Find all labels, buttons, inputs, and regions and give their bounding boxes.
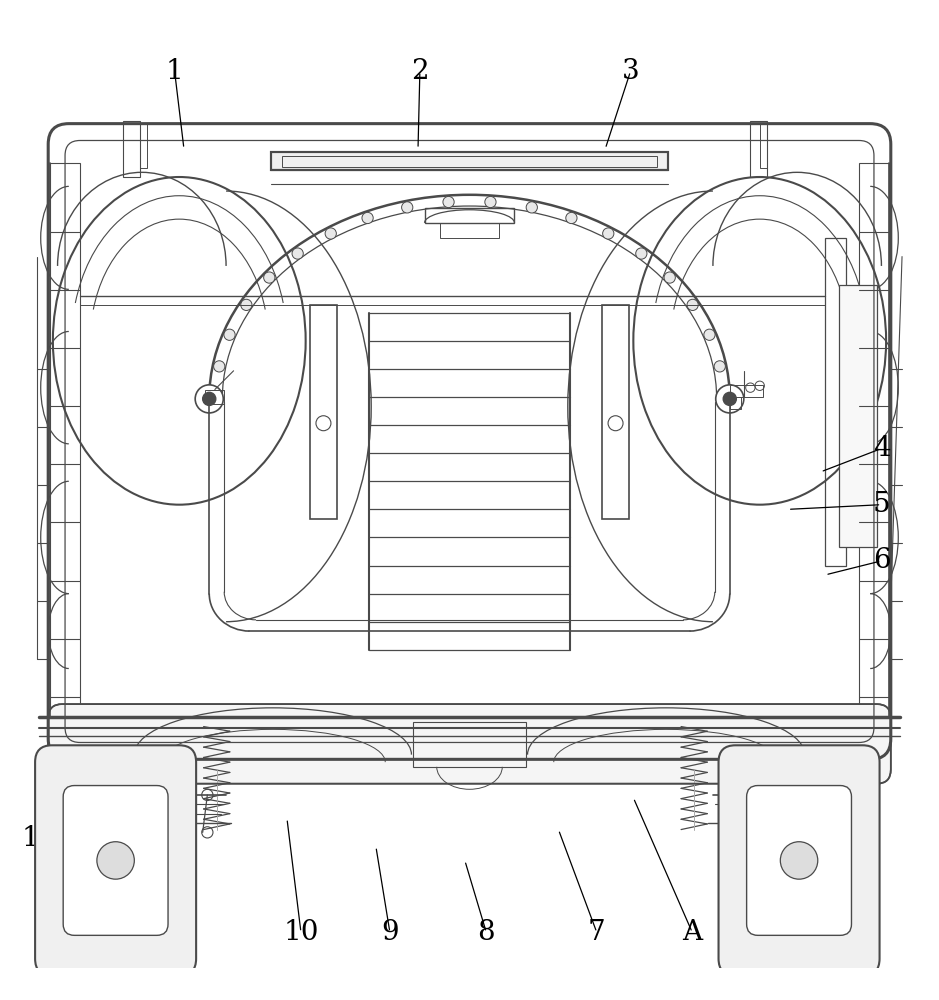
Text: 5: 5 xyxy=(872,491,890,518)
Circle shape xyxy=(566,212,577,224)
Circle shape xyxy=(726,827,737,838)
Text: 7: 7 xyxy=(588,919,606,946)
FancyBboxPatch shape xyxy=(718,745,880,976)
Circle shape xyxy=(716,385,744,413)
Circle shape xyxy=(223,329,235,340)
Bar xyxy=(140,123,147,168)
Circle shape xyxy=(182,788,195,801)
Text: 11: 11 xyxy=(21,825,56,852)
Text: 6: 6 xyxy=(872,547,890,574)
Circle shape xyxy=(485,196,496,208)
Circle shape xyxy=(717,393,729,405)
FancyBboxPatch shape xyxy=(63,786,168,935)
Circle shape xyxy=(362,212,373,224)
Circle shape xyxy=(325,228,336,239)
Bar xyxy=(760,123,767,168)
Circle shape xyxy=(603,228,614,239)
Circle shape xyxy=(97,842,134,879)
Circle shape xyxy=(723,392,736,405)
Bar xyxy=(271,152,668,170)
Text: 9: 9 xyxy=(381,919,399,946)
Bar xyxy=(825,238,846,566)
Text: A: A xyxy=(683,919,702,946)
Bar xyxy=(603,305,628,519)
Circle shape xyxy=(202,789,213,801)
Bar xyxy=(206,390,224,404)
Circle shape xyxy=(687,299,699,310)
Circle shape xyxy=(636,248,647,259)
Circle shape xyxy=(214,361,224,372)
FancyBboxPatch shape xyxy=(747,786,852,935)
Bar xyxy=(839,285,877,547)
Bar xyxy=(750,121,767,177)
Circle shape xyxy=(443,196,454,208)
Circle shape xyxy=(664,272,675,283)
Text: 2: 2 xyxy=(411,58,429,85)
Circle shape xyxy=(240,299,252,310)
FancyBboxPatch shape xyxy=(35,745,196,976)
Bar xyxy=(123,121,140,177)
Circle shape xyxy=(183,827,194,838)
Circle shape xyxy=(715,361,725,372)
Circle shape xyxy=(745,789,756,801)
Circle shape xyxy=(608,416,623,431)
Bar xyxy=(730,397,741,409)
Bar xyxy=(283,156,656,167)
Bar xyxy=(271,152,668,170)
Bar xyxy=(413,722,526,767)
Circle shape xyxy=(745,827,756,838)
Text: 8: 8 xyxy=(478,919,495,946)
Circle shape xyxy=(526,202,537,213)
Text: 1: 1 xyxy=(165,58,183,85)
Circle shape xyxy=(203,392,216,405)
Bar xyxy=(424,208,515,223)
Circle shape xyxy=(780,842,818,879)
Circle shape xyxy=(195,385,223,413)
Text: 10: 10 xyxy=(284,919,318,946)
FancyBboxPatch shape xyxy=(48,704,891,784)
Bar xyxy=(50,163,80,717)
Circle shape xyxy=(202,827,213,838)
Circle shape xyxy=(292,248,303,259)
Text: 4: 4 xyxy=(872,435,890,462)
Bar xyxy=(439,223,500,238)
Circle shape xyxy=(704,329,716,340)
Circle shape xyxy=(725,788,738,801)
Bar xyxy=(730,385,762,397)
Bar xyxy=(311,305,336,519)
Circle shape xyxy=(402,202,413,213)
Text: 3: 3 xyxy=(622,58,639,85)
Circle shape xyxy=(264,272,275,283)
Circle shape xyxy=(316,416,331,431)
Bar xyxy=(859,163,889,717)
Circle shape xyxy=(210,393,222,405)
